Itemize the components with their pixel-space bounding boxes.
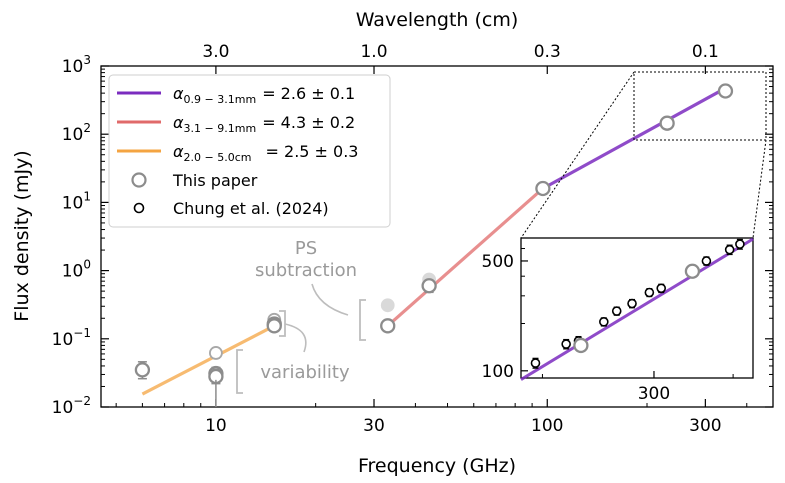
chung-point — [561, 339, 571, 349]
y-tick-base: 10 — [62, 193, 84, 213]
y-tick-exp: 2 — [83, 121, 91, 135]
legend-this-paper: This paper — [172, 171, 258, 190]
legend-fit-1-sub: 0.9 − 3.1mm — [184, 93, 257, 106]
y-tick-base: 10 — [52, 398, 74, 418]
this-paper-point — [266, 318, 282, 334]
y-tick-exp: −2 — [73, 394, 91, 408]
y-tick-exp: 1 — [83, 189, 91, 203]
chung-point — [599, 317, 609, 327]
inset-x-tick-label: 300 — [638, 384, 670, 404]
legend-fit-3: α2.0 − 5.0cm = 2.5 ± 0.3 — [173, 142, 358, 164]
this-paper-point — [717, 83, 734, 99]
chung-point — [530, 358, 541, 368]
inset-this-paper-point — [573, 337, 589, 354]
subtraction-label: subtraction — [255, 260, 357, 281]
y-tick-label: 10−1 — [52, 326, 91, 350]
legend-box — [108, 74, 391, 228]
zoom-indicator — [520, 71, 767, 239]
variability-label: variability — [260, 362, 350, 383]
legend: α0.9 − 3.1mm = 2.6 ± 0.1 α3.1 − 9.1mm = 4.… — [108, 74, 391, 228]
legend-fit-2-sub: 3.1 − 9.1mm — [184, 122, 257, 135]
legend-fit-2: α3.1 − 9.1mm = 4.3 ± 0.2 — [173, 113, 355, 135]
top-tick-label: 0.1 — [692, 42, 719, 62]
pre-subtraction-point — [380, 298, 395, 313]
this-paper-point — [421, 278, 437, 294]
y-tick-base: 10 — [62, 57, 84, 77]
y-axis-label: Flux density (mJy) — [11, 150, 33, 321]
inset-plot: 300 100 500 — [482, 237, 754, 404]
legend-fit-3-symbol: α — [173, 142, 184, 161]
pre-subtraction-point — [209, 346, 223, 360]
zoom-connector-right — [752, 139, 767, 239]
top-tick-label: 3.0 — [202, 42, 229, 62]
top-tick-label: 1.0 — [360, 42, 387, 62]
inset-y-tick-label: 100 — [482, 362, 514, 382]
main-plot-frame — [100, 65, 774, 408]
variability-bracket-left — [236, 349, 243, 394]
zoom-region-box — [633, 71, 767, 141]
ps-bracket — [359, 299, 366, 341]
y-tick-base: 10 — [62, 125, 84, 145]
chung-point — [724, 244, 735, 255]
x-tick-label: 300 — [689, 416, 721, 436]
legend-fit-2-symbol: α — [173, 113, 184, 132]
y-tick-label: 100 — [62, 258, 91, 282]
fit-lines — [141, 90, 720, 396]
ps-arrow — [311, 283, 349, 316]
top-axis-label: Wavelength (cm) — [356, 9, 519, 31]
inset-y-tick-label: 500 — [482, 252, 514, 272]
y-tick-base: 10 — [62, 262, 84, 282]
x-axis-label: Frequency (GHz) — [358, 455, 516, 477]
y-tick-exp: 0 — [83, 258, 91, 272]
variability-bracket-right — [279, 310, 286, 337]
chung-point — [644, 287, 655, 298]
zoom-connector-left — [520, 71, 635, 239]
ps-label: PS — [295, 238, 317, 259]
y-tick-exp: 3 — [83, 53, 91, 67]
legend-chung: Chung et al. (2024) — [173, 199, 329, 218]
y-tick-label: 102 — [62, 121, 91, 145]
legend-fit-3-sub: 2.0 − 5.0cm — [184, 151, 252, 164]
inset-content: 300 100 500 — [482, 237, 754, 404]
x-tick-label: 30 — [363, 416, 385, 436]
this-paper-point — [659, 115, 675, 131]
y-tick-base: 10 — [52, 330, 74, 350]
this-paper-point — [535, 180, 551, 197]
chung-point — [627, 298, 637, 309]
chung-point — [701, 256, 712, 266]
inset-fit-line — [520, 237, 754, 381]
x-tick-label: 100 — [531, 416, 563, 436]
y-tick-label: 10−2 — [52, 394, 91, 418]
legend-marker-this-paper — [131, 172, 147, 188]
legend-marker-chung — [133, 202, 145, 214]
this-paper-point — [134, 362, 151, 378]
data-points — [134, 83, 734, 407]
variability-arrow — [284, 323, 307, 353]
fit-line-3 — [141, 324, 275, 396]
fit-line-2 — [386, 187, 544, 328]
y-tick-exp: −1 — [73, 326, 91, 340]
y-tick-label: 101 — [62, 189, 91, 213]
ps-subtraction-annotation: PS subtraction — [255, 238, 366, 341]
chung-point — [611, 306, 622, 316]
this-paper-point — [380, 318, 396, 334]
legend-fit-3-value: = 2.5 ± 0.3 — [266, 142, 359, 161]
x-tick-label: 10 — [205, 416, 227, 436]
chung-point — [656, 283, 667, 294]
fit-line-1 — [542, 90, 720, 190]
chung-point — [735, 239, 745, 249]
legend-fit-1-symbol: α — [173, 84, 184, 103]
legend-fit-1: α0.9 − 3.1mm = 2.6 ± 0.1 — [173, 84, 355, 106]
inset-this-paper-point — [684, 263, 701, 279]
y-tick-label: 103 — [62, 53, 91, 77]
top-tick-label: 0.3 — [534, 42, 561, 62]
variability-annotation: variability — [236, 310, 350, 394]
legend-fit-1-value: = 2.6 ± 0.1 — [262, 84, 355, 103]
legend-fit-2-value: = 4.3 ± 0.2 — [262, 113, 355, 132]
